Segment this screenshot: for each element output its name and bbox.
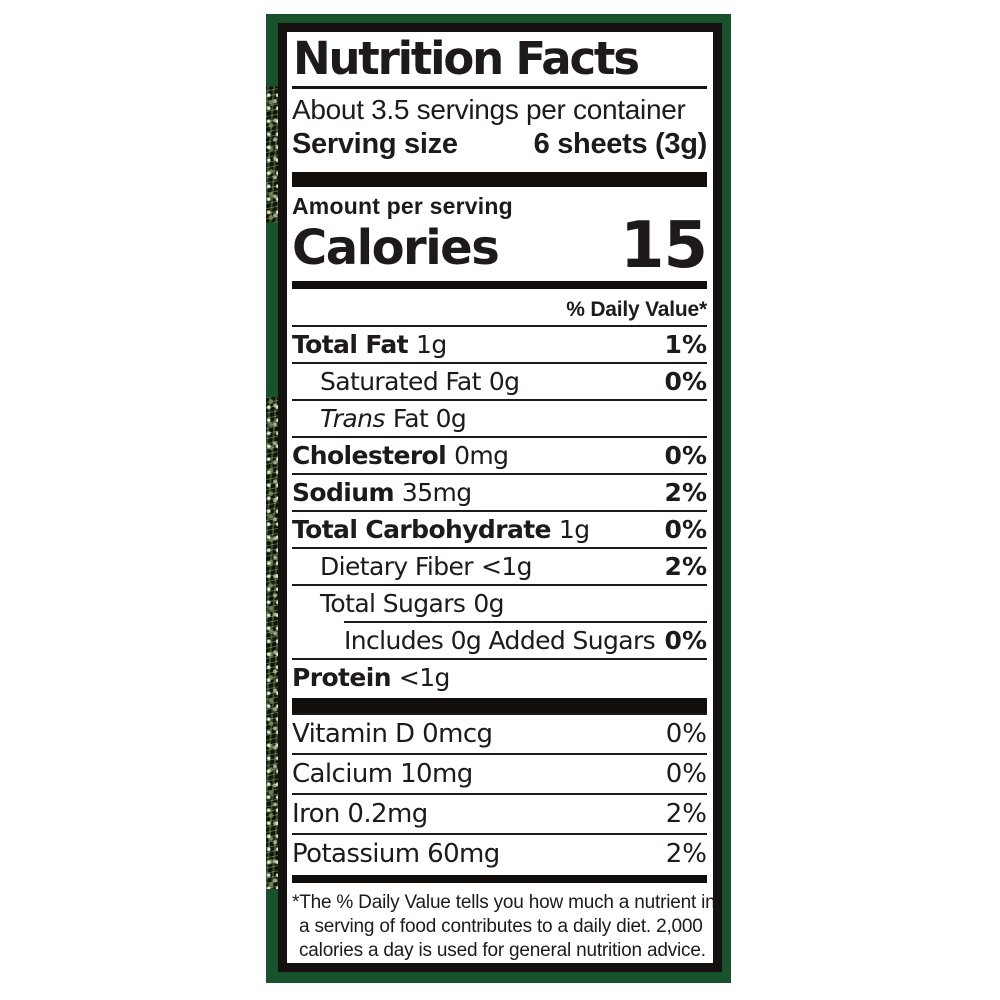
micronutrient-dv: 0%	[665, 718, 707, 749]
nutrient-dv: 1%	[664, 329, 707, 359]
serving-size-label: Serving size	[292, 128, 458, 160]
label-title: Nutrition Facts	[292, 33, 707, 89]
nutrient-name: Includes 0g Added Sugars	[344, 625, 656, 655]
micronutrient-dv: 2%	[665, 838, 707, 869]
footnote-line: calories a day is used for general nutri…	[299, 940, 706, 961]
footnote-line: a serving of food contributes to a daily…	[299, 916, 703, 937]
nutrient-amount: 1g	[558, 514, 590, 544]
daily-value-footnote: *The % Daily Value tells you how much a …	[292, 891, 716, 963]
nutrient-dv: 0%	[664, 440, 707, 470]
section-divider-bar-thick	[292, 697, 707, 713]
nutrient-dv: 0%	[664, 366, 707, 396]
nutrient-name: Saturated Fat	[320, 366, 481, 396]
micronutrient-row-potassium: Potassium 60mg 2%	[292, 832, 707, 873]
micronutrient-dv: 0%	[665, 758, 707, 789]
nutrient-row-total-carbohydrate: Total Carbohydrate 1g 0%	[292, 509, 707, 547]
nutrient-dv: 0%	[664, 625, 707, 655]
nutrient-name: Total Sugars	[320, 588, 466, 618]
section-divider-bar-medium	[292, 280, 707, 289]
nutrient-amount: <1g	[480, 551, 533, 581]
nutrient-amount: 0mg	[454, 440, 509, 470]
nutrient-row-cholesterol: Cholesterol 0mg 0%	[292, 435, 707, 473]
nutrient-amount: 0g	[473, 588, 504, 618]
nutrition-label-panel: Nutrition Facts About 3.5 servings per c…	[278, 23, 722, 972]
micronutrient-name: Potassium 60mg	[292, 838, 500, 869]
servings-per-container: About 3.5 servings per container	[292, 94, 686, 125]
micronutrient-dv: 2%	[665, 798, 707, 829]
nutrient-row-protein: Protein <1g	[292, 657, 707, 695]
nutrient-name: Total Carbohydrate	[292, 514, 552, 544]
calories-row: Calories 15	[292, 208, 708, 283]
serving-size-value: 6 sheets (3g)	[533, 128, 708, 160]
nutrient-amount: 35mg	[401, 477, 472, 507]
nutrient-amount: 0g	[488, 366, 520, 396]
nutrient-row-dietary-fiber: Dietary Fiber <1g 2%	[292, 546, 707, 584]
micronutrient-row-vitamin-d: Vitamin D 0mcg 0%	[292, 712, 707, 753]
nutrition-label: Nutrition Facts About 3.5 servings per c…	[266, 14, 731, 983]
nutrient-name: Total Fat	[292, 329, 409, 359]
nutrient-name: Cholesterol	[292, 440, 447, 470]
nutrient-dv: 2%	[664, 477, 707, 507]
nutrient-amount: Fat 0g	[392, 403, 467, 433]
section-divider-bar-medium	[292, 874, 707, 883]
section-divider-bar-thick	[292, 172, 707, 187]
nutrient-amount: 1g	[416, 329, 447, 359]
micronutrient-name: Iron 0.2mg	[292, 798, 428, 829]
micronutrient-row-calcium: Calcium 10mg 0%	[292, 752, 707, 793]
nutrient-name: Dietary Fiber	[320, 551, 474, 581]
calories-value: 15	[619, 208, 708, 283]
daily-value-header: % Daily Value*	[566, 297, 707, 321]
micronutrient-name: Vitamin D 0mcg	[292, 718, 493, 749]
footnote-line: *The % Daily Value tells you how much a …	[292, 892, 716, 913]
nutrient-name: Trans	[320, 403, 385, 433]
nutrient-dv: 0%	[664, 514, 707, 544]
calories-label: Calories	[292, 219, 500, 276]
nutrient-name: Sodium	[292, 477, 395, 507]
nutrient-row-added-sugars: Includes 0g Added Sugars 0%	[344, 620, 707, 658]
nutrient-row-total-fat: Total Fat 1g 1%	[292, 324, 707, 362]
micronutrient-name: Calcium 10mg	[292, 758, 473, 789]
seaweed-photo-strip	[266, 14, 279, 983]
nutrient-row-sodium: Sodium 35mg 2%	[292, 472, 707, 510]
nutrient-amount: <1g	[398, 662, 451, 692]
amount-per-serving-label: Amount per serving	[292, 192, 513, 219]
nutrient-row-total-sugars: Total Sugars 0g	[292, 583, 707, 621]
nutrient-dv: 2%	[664, 551, 707, 581]
micronutrient-row-iron: Iron 0.2mg 2%	[292, 792, 707, 833]
nutrient-row-trans-fat: Trans Fat 0g	[292, 398, 707, 436]
nutrient-name: Protein	[292, 662, 392, 692]
serving-size-row: Serving size 6 sheets (3g)	[292, 126, 707, 162]
nutrient-row-saturated-fat: Saturated Fat 0g 0%	[292, 361, 707, 399]
